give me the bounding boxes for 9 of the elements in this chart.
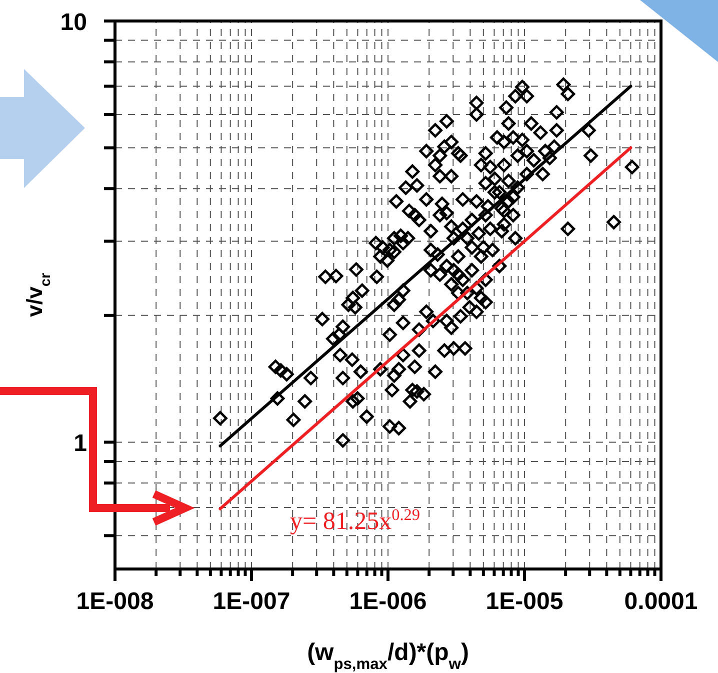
x-tick-label: 0.0001 bbox=[624, 588, 698, 615]
annotation: y= 81.25x$^{0.29}$ bbox=[290, 506, 420, 535]
y-tick-label: 10 bbox=[60, 9, 87, 36]
x-tick-label: 1E-006 bbox=[349, 588, 427, 615]
x-axis-title: (w$_{ps,max}$/d)*(p$_{w}$) bbox=[307, 639, 469, 672]
x-tick-label: 1E-007 bbox=[212, 588, 290, 615]
x-tick-label: 1E-008 bbox=[76, 588, 154, 615]
x-tick-label: 1E-005 bbox=[486, 588, 564, 615]
y-tick-label: 1 bbox=[74, 430, 87, 458]
